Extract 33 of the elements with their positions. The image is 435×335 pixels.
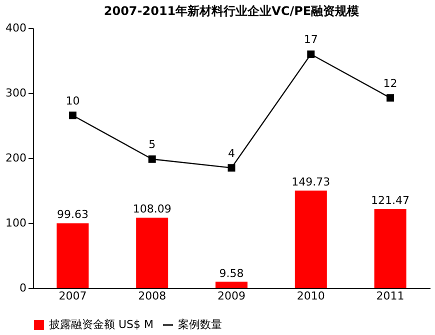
data-label: 149.73 <box>292 176 330 189</box>
data-label: 9.58 <box>219 266 244 280</box>
data-label: 10 <box>66 94 80 108</box>
x-tick-label: 2008 <box>138 290 166 302</box>
y-tick-label: 100 <box>6 216 26 230</box>
data-label: 17 <box>304 33 318 46</box>
data-label: 4 <box>228 146 235 160</box>
bar <box>374 209 406 288</box>
data-label: 5 <box>148 138 156 152</box>
bar <box>294 190 327 288</box>
legend-label: 披露融资金额 US$ M <box>49 318 154 331</box>
data-label: 12 <box>383 76 398 90</box>
x-tick-label: 2009 <box>218 290 246 302</box>
legend-label: 案例数量 <box>178 318 222 331</box>
point <box>228 164 236 172</box>
data-label: 99.63 <box>56 208 88 222</box>
data-label: 108.09 <box>132 202 172 216</box>
y-tick-label: 400 <box>6 22 26 34</box>
x-tick-label: 2007 <box>58 290 87 302</box>
y-tick-label: 300 <box>6 86 26 100</box>
point <box>68 112 76 120</box>
bar <box>56 223 89 288</box>
bar <box>216 282 248 288</box>
y-tick-label: 200 <box>6 152 26 164</box>
x-tick-label: 2011 <box>376 290 404 302</box>
point <box>148 155 156 163</box>
bar <box>136 218 168 288</box>
y-tick-label: 0 <box>20 282 26 294</box>
point <box>386 94 394 102</box>
chart-title: 2007-2011年新材料行业企业VC/PE融资规模 <box>104 4 360 18</box>
point <box>307 50 315 58</box>
data-label: 121.47 <box>371 194 410 208</box>
x-tick-label: 2010 <box>296 290 325 302</box>
